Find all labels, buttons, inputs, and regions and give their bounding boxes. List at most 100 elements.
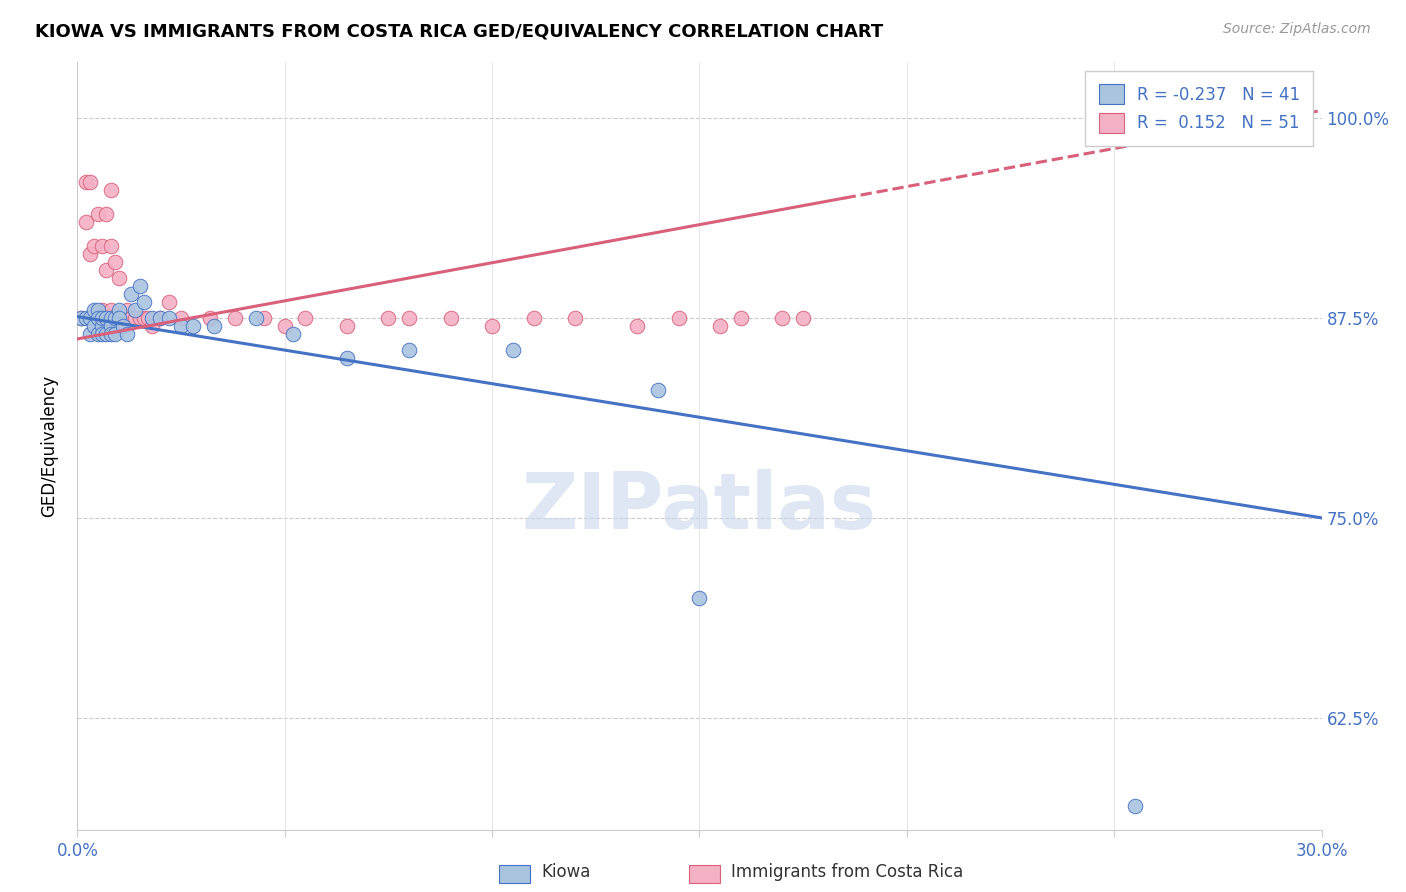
Point — [96, 311, 118, 326]
Point — [128, 279, 150, 293]
Point — [1123, 798, 1146, 813]
Point — [481, 319, 503, 334]
Point — [336, 319, 359, 334]
Point — [87, 207, 110, 221]
Point — [115, 303, 138, 318]
Point — [377, 311, 399, 326]
Point — [70, 311, 93, 326]
Point — [96, 311, 118, 326]
Point — [709, 319, 731, 334]
Text: KIOWA VS IMMIGRANTS FROM COSTA RICA GED/EQUIVALENCY CORRELATION CHART: KIOWA VS IMMIGRANTS FROM COSTA RICA GED/… — [35, 22, 883, 40]
Point — [792, 311, 814, 326]
Text: Source: ZipAtlas.com: Source: ZipAtlas.com — [1223, 22, 1371, 37]
Point — [141, 319, 163, 334]
Point — [104, 327, 127, 342]
Point — [111, 311, 134, 326]
Text: 0.0%: 0.0% — [56, 842, 98, 861]
Point — [730, 311, 752, 326]
Point — [149, 311, 172, 326]
Point — [75, 175, 97, 189]
Point — [79, 327, 101, 342]
Text: Kiowa: Kiowa — [541, 863, 591, 881]
Point — [100, 183, 122, 197]
Point — [107, 303, 129, 318]
Point — [96, 207, 118, 221]
Point — [79, 175, 101, 189]
Point — [120, 287, 142, 301]
Point — [83, 303, 105, 318]
Point — [91, 239, 114, 253]
Point — [87, 327, 110, 342]
Point — [183, 319, 205, 334]
Point — [689, 591, 711, 605]
Point — [647, 383, 669, 397]
Point — [79, 311, 101, 326]
Point — [245, 311, 267, 326]
Point — [149, 311, 172, 326]
Point — [87, 311, 110, 326]
Point — [128, 311, 150, 326]
Point — [104, 311, 127, 326]
Point — [83, 319, 105, 334]
Point — [100, 327, 122, 342]
Point — [104, 255, 127, 269]
Point — [75, 311, 97, 326]
Point — [772, 311, 794, 326]
Y-axis label: GED/Equivalency: GED/Equivalency — [41, 375, 59, 517]
Point — [273, 319, 295, 334]
Point — [668, 311, 690, 326]
Point — [107, 311, 129, 326]
Point — [96, 327, 118, 342]
Point — [100, 311, 122, 326]
Point — [157, 295, 180, 310]
Point — [100, 239, 122, 253]
Text: Immigrants from Costa Rica: Immigrants from Costa Rica — [731, 863, 963, 881]
Point — [115, 327, 138, 342]
Point — [170, 319, 193, 334]
Point — [111, 319, 134, 334]
Point — [87, 311, 110, 326]
Point — [253, 311, 276, 326]
Text: ZIPatlas: ZIPatlas — [522, 469, 877, 545]
Point — [141, 311, 163, 326]
Point — [523, 311, 546, 326]
Point — [157, 311, 180, 326]
Point — [170, 311, 193, 326]
Point — [564, 311, 586, 326]
Point — [198, 311, 221, 326]
Point — [224, 311, 246, 326]
Point — [83, 239, 105, 253]
Point — [107, 311, 129, 326]
Point — [79, 247, 101, 261]
Point — [439, 311, 461, 326]
Point — [120, 311, 142, 326]
Point — [398, 343, 420, 358]
Point — [91, 311, 114, 326]
Text: 30.0%: 30.0% — [1295, 842, 1348, 861]
Point — [124, 303, 146, 318]
Point — [70, 311, 93, 326]
Point — [124, 311, 146, 326]
Point — [202, 319, 225, 334]
Point — [132, 295, 155, 310]
Point — [107, 271, 129, 285]
Point — [626, 319, 648, 334]
Point — [336, 351, 359, 365]
Point — [281, 327, 304, 342]
Point — [294, 311, 316, 326]
Point — [100, 303, 122, 318]
Point — [104, 311, 127, 326]
Point — [91, 319, 114, 334]
Point — [100, 311, 122, 326]
Point — [502, 343, 524, 358]
Point — [91, 303, 114, 318]
Point — [75, 215, 97, 229]
Point — [398, 311, 420, 326]
Point — [136, 311, 159, 326]
Point — [100, 319, 122, 334]
Point — [132, 311, 155, 326]
Point — [91, 327, 114, 342]
Point — [83, 311, 105, 326]
Point — [96, 263, 118, 277]
Legend: R = -0.237   N = 41, R =  0.152   N = 51: R = -0.237 N = 41, R = 0.152 N = 51 — [1085, 70, 1313, 146]
